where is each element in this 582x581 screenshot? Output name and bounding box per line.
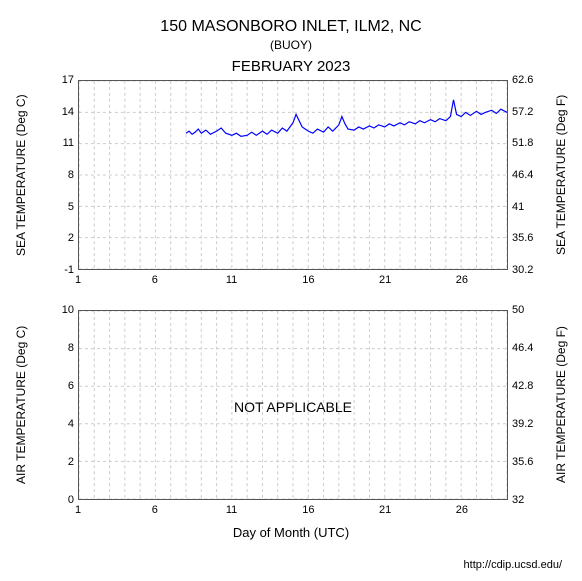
tick-label: 21 <box>370 274 400 286</box>
title-main: 150 MASONBORO INLET, ILM2, NC <box>0 18 582 36</box>
tick-label: 50 <box>512 304 552 316</box>
tick-label: 26 <box>447 274 477 286</box>
sea-plot-svg <box>79 81 507 269</box>
tick-label: 21 <box>370 504 400 516</box>
tick-label: 6 <box>140 274 170 286</box>
footer-url: http://cdip.ucsd.edu/ <box>464 559 562 571</box>
air-ylabel-left: AIR TEMPERATURE (Deg C) <box>14 310 28 500</box>
tick-label: 5 <box>44 201 74 213</box>
sea-temp-panel <box>78 80 508 270</box>
tick-label: 39.2 <box>512 418 552 430</box>
tick-label: 10 <box>44 304 74 316</box>
tick-label: 2 <box>44 456 74 468</box>
title-month: FEBRUARY 2023 <box>0 58 582 75</box>
tick-label: 62.6 <box>512 74 552 86</box>
tick-label: 26 <box>447 504 477 516</box>
chart-container: 150 MASONBORO INLET, ILM2, NC (BUOY) FEB… <box>0 0 582 581</box>
tick-label: 51.8 <box>512 137 552 149</box>
tick-label: 46.4 <box>512 169 552 181</box>
x-axis-label: Day of Month (UTC) <box>0 525 582 540</box>
tick-label: 57.2 <box>512 106 552 118</box>
tick-label: 1 <box>63 274 93 286</box>
air-ylabel-right: AIR TEMPERATURE (Deg F) <box>554 310 568 500</box>
sea-ylabel-left: SEA TEMPERATURE (Deg C) <box>14 80 28 270</box>
tick-label: 6 <box>44 380 74 392</box>
tick-label: 32 <box>512 494 552 506</box>
tick-label: 16 <box>293 274 323 286</box>
tick-label: 14 <box>44 106 74 118</box>
tick-label: 42.8 <box>512 380 552 392</box>
air-temp-panel: NOT APPLICABLE <box>78 310 508 500</box>
sea-ylabel-right: SEA TEMPERATURE (Deg F) <box>554 80 568 270</box>
tick-label: 35.6 <box>512 232 552 244</box>
tick-label: 8 <box>44 169 74 181</box>
tick-label: 35.6 <box>512 456 552 468</box>
tick-label: 2 <box>44 232 74 244</box>
not-applicable-label: NOT APPLICABLE <box>79 399 507 415</box>
tick-label: 6 <box>140 504 170 516</box>
tick-label: 41 <box>512 201 552 213</box>
tick-label: 8 <box>44 342 74 354</box>
tick-label: 30.2 <box>512 264 552 276</box>
tick-label: 46.4 <box>512 342 552 354</box>
tick-label: 4 <box>44 418 74 430</box>
tick-label: 11 <box>217 274 247 286</box>
tick-label: 1 <box>63 504 93 516</box>
title-sub: (BUOY) <box>0 38 582 52</box>
tick-label: 17 <box>44 74 74 86</box>
tick-label: 11 <box>44 137 74 149</box>
tick-label: 11 <box>217 504 247 516</box>
tick-label: 16 <box>293 504 323 516</box>
